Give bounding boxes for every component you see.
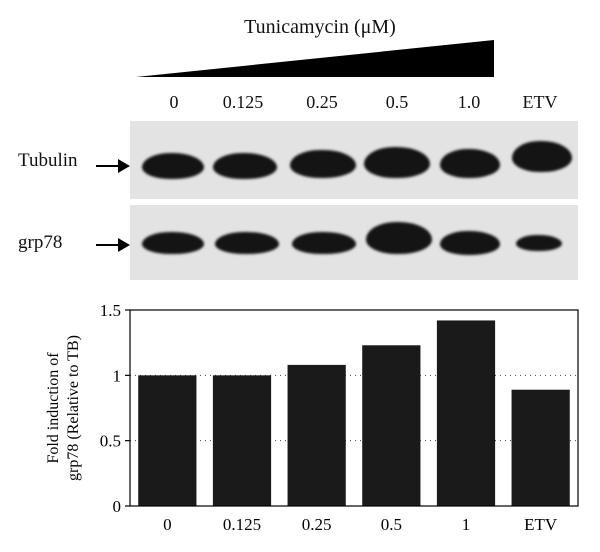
y-axis-title-line2: grp78 (Relative to TB)	[65, 335, 82, 481]
lane-label-10: 1.0	[457, 92, 481, 112]
x-tick-label-1: 0.125	[223, 515, 261, 534]
grp78-fold-induction-chart: Fold induction of grp78 (Relative to TB)…	[45, 301, 579, 534]
x-tick-label-3: 0.5	[381, 515, 402, 534]
bar-1	[212, 375, 272, 506]
lane-label-0125: 0.125	[222, 92, 264, 112]
grp78-blot-image	[130, 205, 578, 280]
grp78-label: grp78	[18, 232, 63, 253]
y-axis-title-line1: Fold induction of	[45, 352, 62, 464]
treatment-title: Tunicamycin (μM)	[244, 16, 396, 38]
y-tick-label-0: 0	[113, 497, 122, 516]
concentration-wedge	[136, 40, 494, 77]
lane-label-05: 0.5	[385, 92, 409, 112]
y-tick-label-1: 0.5	[100, 432, 121, 451]
tubulin-blot-image	[130, 121, 578, 199]
bar-4	[436, 320, 496, 506]
bar-3	[362, 345, 421, 506]
grp78-arrow-icon	[96, 238, 130, 252]
tubulin-arrow-icon	[96, 159, 130, 173]
plot-frame	[129, 309, 579, 507]
x-tick-label-0: 0	[163, 515, 172, 534]
lane-label-0: 0	[169, 92, 179, 112]
bar-5	[511, 389, 570, 506]
x-tick-label-4: 1	[462, 515, 471, 534]
y-tick-label-3: 1.5	[100, 301, 121, 320]
x-tick-label-5: ETV	[524, 515, 558, 534]
tubulin-label: Tubulin	[18, 150, 78, 171]
bar-0	[138, 375, 197, 506]
x-tick-label-2: 0.25	[302, 515, 332, 534]
bar-2	[287, 364, 346, 506]
y-tick-label-2: 1	[113, 366, 122, 385]
lane-label-etv: ETV	[522, 92, 558, 112]
lane-label-025: 0.25	[306, 92, 338, 112]
